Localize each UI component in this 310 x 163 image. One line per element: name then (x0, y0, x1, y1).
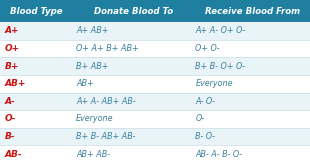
Text: B+ B- O+ O-: B+ B- O+ O- (195, 62, 246, 71)
Text: AB-: AB- (5, 150, 22, 159)
Bar (0, 57, 310, 75)
Text: B+ AB+: B+ AB+ (76, 62, 108, 71)
Bar (0, 0, 310, 22)
Text: Everyone: Everyone (76, 114, 113, 123)
Text: Donate Blood To: Donate Blood To (94, 7, 174, 15)
Text: Everyone: Everyone (195, 79, 233, 88)
Text: O-: O- (195, 114, 204, 123)
Text: O-: O- (5, 114, 16, 123)
Text: AB+: AB+ (76, 79, 94, 88)
Text: A+: A+ (5, 26, 19, 35)
Text: A+ AB+: A+ AB+ (76, 26, 108, 35)
Text: A+ A- AB+ AB-: A+ A- AB+ AB- (76, 97, 135, 106)
Bar (0, 75, 310, 92)
Text: O+ A+ B+ AB+: O+ A+ B+ AB+ (76, 44, 139, 53)
Bar (0, 40, 310, 57)
Text: A+ A- O+ O-: A+ A- O+ O- (195, 26, 246, 35)
Text: A- O-: A- O- (195, 97, 215, 106)
Bar (0, 128, 310, 145)
Text: O+ O-: O+ O- (195, 44, 220, 53)
Bar (0, 92, 310, 110)
Text: B+ B- AB+ AB-: B+ B- AB+ AB- (76, 132, 135, 141)
Bar (0, 145, 310, 163)
Text: Blood Type: Blood Type (10, 7, 63, 15)
Text: A-: A- (5, 97, 16, 106)
Bar (0, 110, 310, 128)
Text: AB- A- B- O-: AB- A- B- O- (195, 150, 242, 159)
Bar (0, 22, 310, 40)
Text: O+: O+ (5, 44, 20, 53)
Text: AB+ AB-: AB+ AB- (76, 150, 110, 159)
Text: AB+: AB+ (5, 79, 26, 88)
Text: B- O-: B- O- (195, 132, 215, 141)
Text: Receive Blood From: Receive Blood From (205, 7, 300, 15)
Text: B+: B+ (5, 62, 19, 71)
Text: B-: B- (5, 132, 15, 141)
